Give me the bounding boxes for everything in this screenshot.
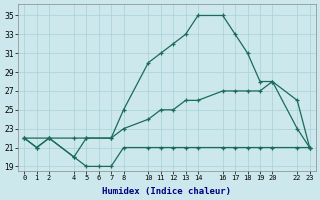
X-axis label: Humidex (Indice chaleur): Humidex (Indice chaleur) — [102, 187, 231, 196]
